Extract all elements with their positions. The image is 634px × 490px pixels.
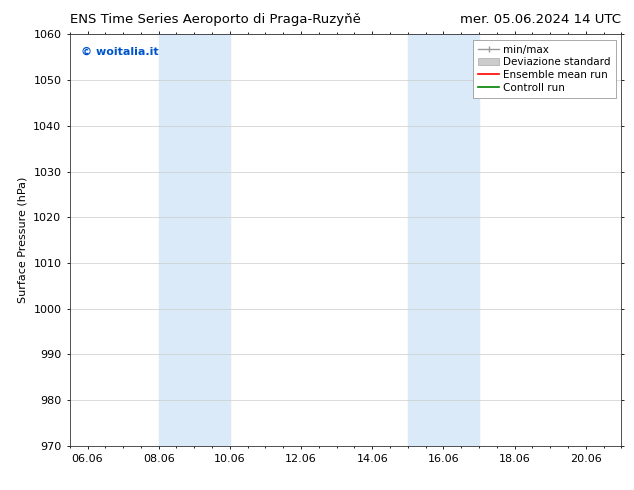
Y-axis label: Surface Pressure (hPa): Surface Pressure (hPa) — [18, 177, 28, 303]
Text: © woitalia.it: © woitalia.it — [81, 47, 158, 57]
Bar — [158, 34, 230, 446]
Text: ENS Time Series Aeroporto di Praga-Ruzyňě: ENS Time Series Aeroporto di Praga-Ruzyň… — [70, 13, 361, 26]
Legend: min/max, Deviazione standard, Ensemble mean run, Controll run: min/max, Deviazione standard, Ensemble m… — [473, 40, 616, 98]
Text: mer. 05.06.2024 14 UTC: mer. 05.06.2024 14 UTC — [460, 13, 621, 26]
Bar — [408, 34, 479, 446]
